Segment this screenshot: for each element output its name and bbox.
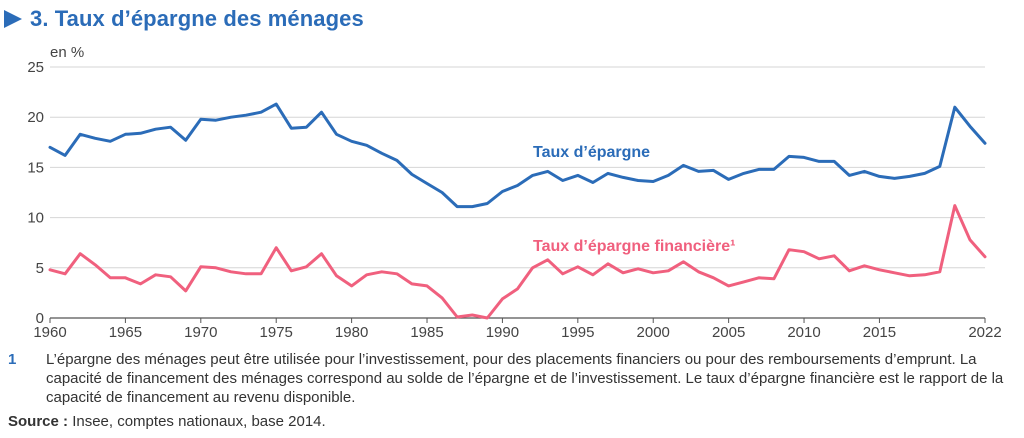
x-tick-label-1990: 1990	[486, 324, 519, 341]
x-tick-label-1970: 1970	[184, 324, 217, 341]
x-tick-label-1965: 1965	[109, 324, 142, 341]
source-label: Source :	[8, 413, 69, 430]
x-tick-label-1960: 1960	[33, 324, 66, 341]
x-tick-label-1975: 1975	[260, 324, 293, 341]
y-unit-label: en %	[50, 44, 84, 61]
chart-title-text: 3. Taux d’épargne des ménages	[30, 6, 364, 31]
footnote: 1 L’épargne des ménages peut être utilis…	[8, 350, 1008, 407]
y-tick-label-5: 5	[36, 260, 44, 277]
y-tick-label-20: 20	[27, 109, 44, 126]
y-tick-label-0: 0	[36, 310, 44, 327]
footnote-text: L’épargne des ménages peut être utilisée…	[46, 351, 1004, 406]
y-tick-label-15: 15	[27, 159, 44, 176]
x-tick-label-2015: 2015	[863, 324, 896, 341]
series-lines	[48, 102, 987, 320]
y-axis: 0 5 10 15 20 25	[27, 59, 44, 327]
series-label-taux-epargne: Taux d’épargne	[533, 144, 650, 161]
footnote-number: 1	[8, 351, 17, 368]
x-tick-label-2010: 2010	[787, 324, 820, 341]
x-tick-label-1985: 1985	[410, 324, 443, 341]
x-tick-label-1980: 1980	[335, 324, 368, 341]
series-line-taux-epargne-financiere	[48, 204, 987, 320]
y-tick-label-10: 10	[27, 210, 44, 227]
series-line-taux-epargne	[48, 102, 987, 209]
x-tick-label-2005: 2005	[712, 324, 745, 341]
x-tick-label-2022: 2022	[968, 324, 1001, 341]
y-tick-label-25: 25	[27, 59, 44, 76]
source-line: Source : Insee, comptes nationaux, base …	[8, 413, 326, 430]
x-axis: 1960 1965 1970 1975 1980 1985 1990 1995 2000 2005…	[33, 318, 1002, 341]
grid	[50, 66, 985, 319]
chart-title: 3. Taux d’épargne des ménages	[4, 4, 364, 34]
x-tick-label-1995: 1995	[561, 324, 594, 341]
source-text: Insee, comptes nationaux, base 2014.	[72, 413, 326, 430]
title-arrow-icon	[4, 10, 22, 28]
series-label-taux-epargne-financiere: Taux d’épargne financière¹	[533, 238, 735, 255]
x-tick-label-2000: 2000	[637, 324, 670, 341]
